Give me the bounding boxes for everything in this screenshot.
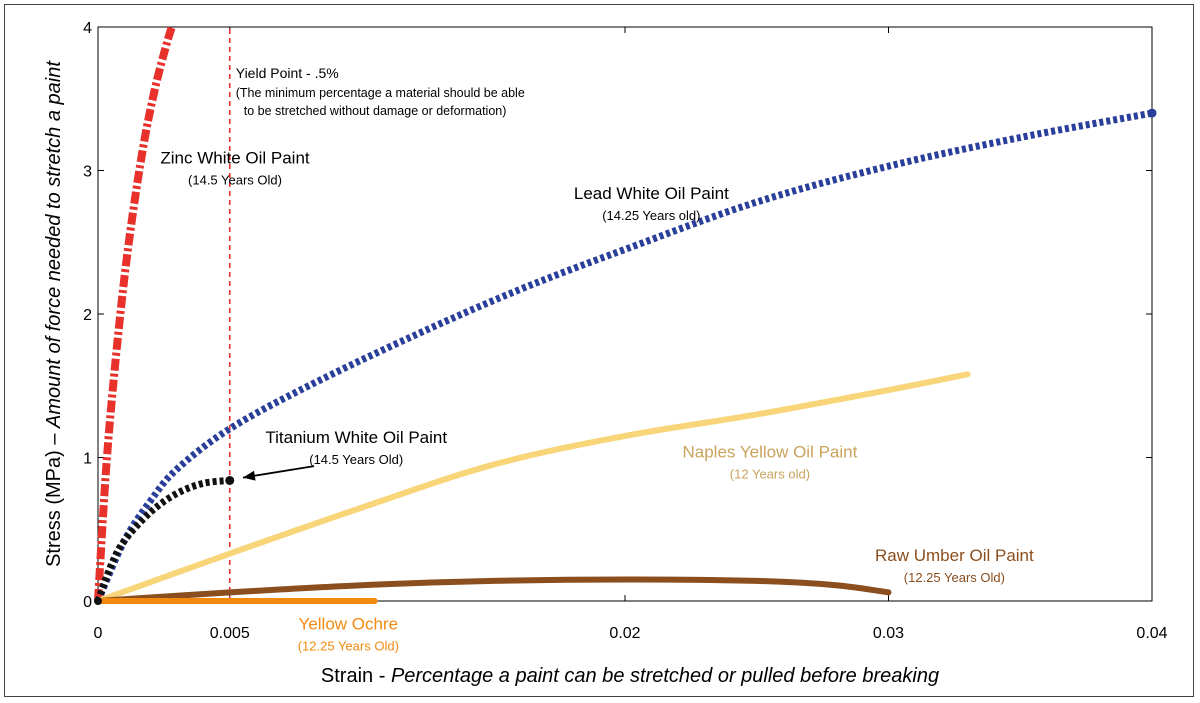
annotation-sub-zinc-white-oil-paint: (14.5 Years Old)	[188, 172, 282, 187]
y-tick-labels: 0 1 2 3 4	[83, 20, 92, 611]
annotation-lead-white-oil-paint: Lead White Oil Paint	[574, 184, 729, 203]
x-axis-title-italic: Percentage a paint can be stretched or p…	[391, 665, 939, 687]
series-line-raw-umber-oil-paint	[95, 576, 892, 604]
annotation-sub-yellow-ochre: (12.25 Years Old)	[298, 639, 399, 654]
x-tick-label: 0.02	[609, 625, 640, 642]
annotation-titanium-white-oil-paint: Titanium White Oil Paint	[265, 428, 447, 447]
yield-point-group: Yield Point - .5% (The minimum percentage…	[228, 29, 525, 601]
annotation-group: Zinc White Oil Paint (14.5 Years Old) Lead…	[160, 148, 1034, 653]
series-endpoint-titanium-white-oil-paint	[225, 475, 235, 485]
y-tick-label: 4	[83, 20, 92, 37]
y-tick-label: 0	[83, 594, 92, 611]
chart-frame	[4, 4, 1194, 697]
x-tick-label: 0.03	[873, 625, 904, 642]
yield-point-note-line2: to be stretched without damage or deform…	[244, 104, 507, 118]
annotation-yellow-ochre: Yellow Ochre	[299, 615, 399, 634]
x-tick-label: 0	[94, 625, 103, 642]
series-line-naples-yellow-oil-paint	[95, 371, 971, 604]
y-axis-title-italic: Amount of force needed to stretch a pain…	[43, 60, 65, 429]
y-tick-label: 3	[83, 164, 92, 181]
annotation-sub-lead-white-oil-paint: (14.25 Years old)	[602, 208, 700, 223]
arrow-shaft	[242, 465, 315, 479]
x-tick-label: 0.04	[1136, 625, 1167, 642]
arrow-head	[242, 470, 256, 481]
series-group	[94, 25, 1157, 605]
annotation-sub-raw-umber-oil-paint: (12.25 Years Old)	[904, 570, 1005, 585]
series-line-titanium-white-oil-paint	[94, 476, 231, 603]
x-axis-title-prefix: Strain -	[321, 665, 391, 687]
yield-point-label: Yield Point - .5%	[236, 65, 339, 81]
origin-point	[94, 597, 102, 605]
annotation-sub-naples-yellow-oil-paint: (12 Years old)	[730, 467, 810, 482]
y-axis-title-prefix: Stress (MPa) –	[43, 428, 65, 567]
annotation-sub-titanium-white-oil-paint: (14.5 Years Old)	[309, 452, 403, 467]
annotation-raw-umber-oil-paint: Raw Umber Oil Paint	[875, 546, 1034, 565]
x-tick-label: 0.005	[210, 625, 250, 642]
y-tick-label: 2	[83, 307, 92, 324]
series-line-lead-white-oil-paint	[94, 109, 1153, 603]
yield-point-note-line1: (The minimum percentage a material shoul…	[236, 86, 525, 100]
annotation-naples-yellow-oil-paint: Naples Yellow Oil Paint	[683, 443, 858, 462]
x-axis-title: Strain - Percentage a paint can be stret…	[321, 665, 939, 687]
y-tick-label: 1	[83, 451, 92, 468]
series-endpoint-lead-white-oil-paint	[1147, 108, 1157, 118]
x-tick-labels: 0 0.005 0.02 0.03 0.04	[94, 625, 1168, 642]
series-line-zinc-white-oil-paint	[94, 25, 176, 602]
y-axis-title: Stress (MPa) – Amount of force needed to…	[43, 60, 65, 567]
annotation-zinc-white-oil-paint: Zinc White Oil Paint	[160, 148, 310, 167]
